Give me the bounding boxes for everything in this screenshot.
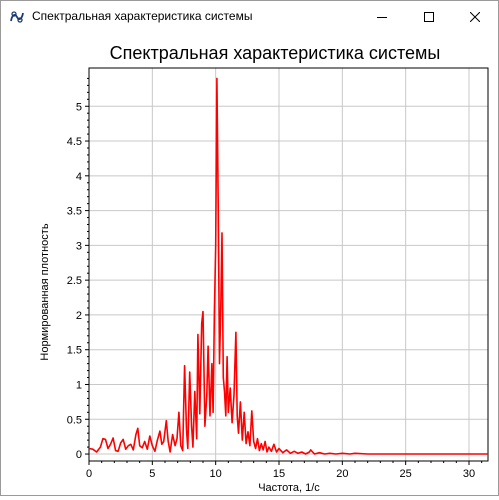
x-tick-label: 5 xyxy=(149,468,155,480)
y-tick-label: 4 xyxy=(76,171,82,183)
close-button[interactable] xyxy=(452,1,498,32)
series-line xyxy=(88,77,488,455)
window-title: Спектральная характеристика системы xyxy=(32,9,253,23)
app-logo-icon xyxy=(10,11,24,23)
x-tick-label: 0 xyxy=(86,468,92,480)
minimize-button[interactable] xyxy=(359,1,405,32)
y-tick-label: 5 xyxy=(76,101,82,113)
x-axis-label: Частота, 1/с xyxy=(258,482,320,494)
grid xyxy=(88,68,488,461)
x-tick-label: 15 xyxy=(273,468,285,480)
maximize-icon xyxy=(424,11,434,22)
y-axis-label: Нормированная плотность xyxy=(39,223,51,360)
y-tick-label: 2.5 xyxy=(67,275,82,287)
y-tick-label: 4.5 xyxy=(67,136,82,148)
x-tick-label: 20 xyxy=(336,468,348,480)
spectrum-chart: Спектральная характеристика системы 0 5 10… xyxy=(39,43,489,494)
y-tick-label: 0.5 xyxy=(67,414,82,426)
title-bar[interactable]: Спектральная характеристика системы xyxy=(1,1,498,32)
x-tick-label: 10 xyxy=(210,468,222,480)
minimize-icon xyxy=(377,16,387,18)
chart-title: Спектральная характеристика системы xyxy=(110,43,441,63)
plot-frame xyxy=(88,67,489,462)
maximize-button[interactable] xyxy=(406,1,452,32)
y-tick-label: 3 xyxy=(76,240,82,252)
x-tick-label: 25 xyxy=(400,468,412,480)
x-tick-label: 30 xyxy=(463,468,475,480)
chart-area: Спектральная характеристика системы 0 5 10… xyxy=(1,32,498,495)
axis-ticks: 0 5 10 15 20 25 30 0 0.5 1 1.5 2 2.5 3 3.5 4 4.5 5 xyxy=(67,77,483,480)
close-icon xyxy=(470,11,480,22)
y-tick-label: 2 xyxy=(76,310,82,322)
y-tick-label: 0 xyxy=(76,449,82,461)
y-tick-label: 1 xyxy=(76,379,82,391)
y-tick-label: 3.5 xyxy=(67,206,82,218)
y-tick-label: 1.5 xyxy=(67,345,82,357)
